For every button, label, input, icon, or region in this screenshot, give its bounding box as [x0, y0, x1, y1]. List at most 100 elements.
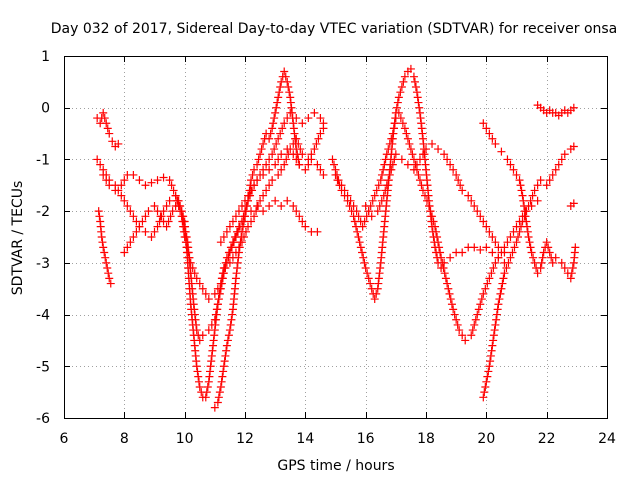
data-point	[400, 124, 409, 133]
data-point	[201, 393, 210, 402]
data-point	[476, 212, 485, 221]
data-point	[283, 196, 292, 205]
data-point	[520, 207, 529, 216]
data-point	[432, 227, 441, 236]
data-point	[389, 124, 398, 133]
data-point	[375, 269, 384, 278]
data-point	[382, 181, 391, 190]
data-point	[406, 145, 415, 154]
data-point	[153, 222, 162, 231]
data-point	[313, 160, 322, 169]
data-point	[132, 227, 141, 236]
data-point	[316, 129, 325, 138]
data-point	[425, 201, 434, 210]
data-point	[358, 222, 367, 231]
data-point	[298, 119, 307, 128]
data-point	[470, 201, 479, 210]
data-point	[500, 269, 509, 278]
data-point	[521, 212, 530, 221]
data-point	[259, 170, 268, 179]
data-point	[360, 258, 369, 267]
data-point	[276, 83, 285, 92]
data-point	[434, 238, 443, 247]
data-point	[129, 212, 138, 221]
data-point	[278, 124, 287, 133]
data-point	[452, 170, 461, 179]
data-point	[548, 170, 557, 179]
series-track-6	[210, 67, 304, 412]
data-point	[227, 315, 236, 324]
data-point	[396, 114, 405, 123]
data-point	[94, 207, 103, 216]
data-point	[414, 170, 423, 179]
data-point	[497, 147, 506, 156]
data-point	[203, 382, 212, 391]
data-point	[494, 243, 503, 252]
data-point	[514, 233, 523, 241]
data-point	[259, 207, 268, 216]
data-point	[473, 207, 482, 216]
data-point	[458, 248, 467, 257]
data-point	[489, 264, 498, 273]
data-point	[274, 93, 283, 102]
data-point	[219, 367, 228, 376]
data-point	[485, 362, 494, 371]
data-point	[270, 114, 279, 123]
data-point	[440, 150, 449, 159]
data-point	[439, 264, 448, 273]
x-tick-label: 10	[176, 431, 194, 447]
data-point	[216, 238, 225, 247]
data-point	[355, 238, 364, 247]
data-point	[225, 222, 234, 231]
data-point	[409, 72, 418, 81]
data-point	[99, 243, 108, 252]
data-point	[381, 155, 390, 164]
data-point	[171, 191, 180, 200]
data-point	[376, 264, 385, 273]
data-point	[482, 124, 491, 133]
data-point	[214, 295, 223, 304]
data-point	[446, 160, 455, 169]
data-point	[271, 160, 280, 169]
data-point	[422, 145, 430, 154]
data-point	[560, 264, 569, 273]
data-point	[360, 217, 369, 226]
data-point	[117, 191, 126, 200]
data-point	[123, 243, 132, 252]
data-point	[271, 108, 280, 117]
data-point	[491, 139, 500, 148]
data-point	[461, 336, 470, 345]
data-point	[213, 300, 222, 309]
data-point	[329, 160, 338, 169]
data-point	[394, 108, 403, 117]
data-point	[228, 310, 237, 319]
data-point	[417, 119, 426, 128]
data-point	[387, 134, 396, 143]
data-point	[491, 258, 500, 267]
data-point	[502, 264, 511, 273]
data-point	[470, 243, 479, 252]
data-point	[390, 155, 399, 164]
data-point	[485, 274, 494, 283]
data-point	[244, 191, 253, 200]
data-point	[265, 134, 274, 143]
data-point	[483, 279, 492, 288]
data-point	[159, 173, 168, 182]
series-track-12	[479, 119, 580, 283]
data-point	[165, 176, 174, 185]
data-point	[557, 155, 566, 164]
data-point	[506, 253, 515, 262]
data-point	[111, 186, 120, 195]
data-point	[207, 357, 216, 366]
data-point	[304, 160, 313, 169]
data-point	[231, 274, 240, 283]
data-point	[406, 64, 415, 73]
data-point	[123, 201, 132, 210]
data-point	[166, 212, 175, 221]
data-point	[436, 248, 445, 257]
data-point	[403, 134, 412, 143]
data-point	[391, 150, 400, 159]
data-point	[403, 160, 412, 169]
data-point	[102, 176, 111, 185]
data-point	[198, 284, 207, 293]
